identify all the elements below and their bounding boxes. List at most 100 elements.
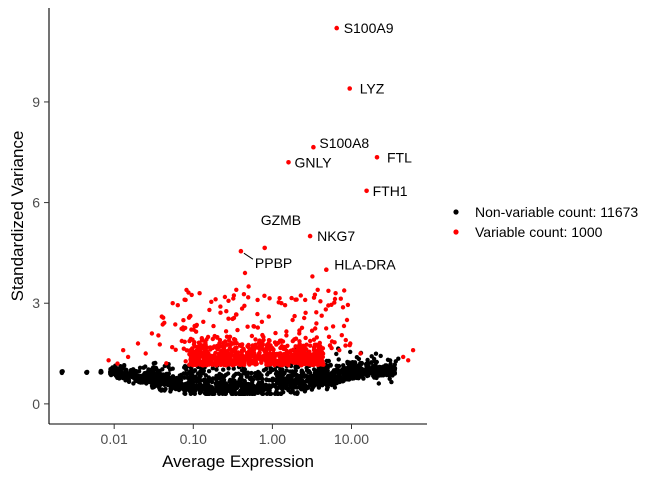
- data-point: [217, 387, 223, 392]
- data-point: [326, 334, 332, 339]
- data-point: [325, 365, 330, 371]
- data-point: [308, 358, 314, 364]
- data-point: [278, 391, 284, 396]
- ticks-layer: 0.01 0.10 1.00 10.00 0 3 6 9: [32, 94, 369, 447]
- data-point: [233, 371, 239, 377]
- data-point: [339, 333, 344, 338]
- data-point: [59, 370, 65, 376]
- data-point: [406, 358, 411, 363]
- data-point: [299, 344, 305, 350]
- data-point: [230, 384, 235, 389]
- data-point: [341, 363, 346, 368]
- data-point: [196, 375, 202, 381]
- data-point: [204, 378, 209, 383]
- gene-label: S100A9: [344, 20, 394, 36]
- data-point: [189, 327, 194, 332]
- data-point: [331, 369, 337, 374]
- data-point: [243, 381, 249, 386]
- labeled-point: [364, 188, 369, 194]
- data-point: [246, 356, 251, 361]
- data-point: [182, 391, 187, 396]
- data-point: [288, 389, 293, 395]
- data-point: [226, 357, 231, 362]
- data-point: [226, 298, 231, 303]
- data-point: [115, 372, 120, 377]
- gene-label: FTL: [387, 149, 412, 165]
- data-point: [275, 377, 280, 382]
- data-point: [251, 349, 256, 354]
- data-point: [162, 388, 167, 393]
- data-point: [283, 359, 288, 364]
- data-point: [280, 367, 285, 372]
- data-point: [163, 374, 168, 379]
- gene-label: S100A8: [319, 135, 369, 151]
- data-point: [209, 388, 214, 393]
- labeled-point: [374, 155, 380, 160]
- labeled-point: [311, 144, 316, 150]
- data-point: [179, 374, 184, 379]
- data-point: [210, 366, 215, 371]
- labeled-point: [307, 233, 313, 239]
- data-point: [171, 384, 176, 389]
- data-point: [231, 374, 236, 379]
- data-point: [151, 371, 157, 376]
- data-point: [336, 357, 341, 362]
- data-point: [368, 360, 374, 365]
- x-tick-label: 0.10: [180, 431, 207, 447]
- data-point: [262, 293, 267, 298]
- data-point: [192, 385, 198, 391]
- data-point: [375, 372, 380, 377]
- data-point: [173, 322, 178, 327]
- data-point: [153, 360, 158, 366]
- data-point: [279, 362, 284, 367]
- data-point: [184, 348, 189, 353]
- data-point: [234, 312, 239, 317]
- data-point: [341, 378, 346, 384]
- data-point: [299, 363, 304, 368]
- data-point: [315, 287, 320, 292]
- data-point: [214, 382, 219, 388]
- data-point: [157, 387, 163, 392]
- data-point: [255, 297, 260, 303]
- data-point: [303, 310, 308, 315]
- data-point: [155, 375, 160, 381]
- data-point: [259, 357, 264, 363]
- gene-label: LYZ: [360, 81, 385, 97]
- data-point: [169, 387, 174, 392]
- label-leader-line: [243, 252, 254, 260]
- data-point: [340, 305, 346, 310]
- data-point: [332, 296, 338, 302]
- gene-label: GZMB: [261, 212, 301, 228]
- data-point: [141, 365, 146, 370]
- data-point: [307, 349, 312, 354]
- data-point: [180, 325, 186, 330]
- data-point: [316, 359, 321, 364]
- data-point: [249, 370, 254, 376]
- data-point: [282, 303, 288, 308]
- data-point: [303, 335, 308, 341]
- data-point: [229, 340, 234, 346]
- data-point: [121, 366, 126, 371]
- y-tick-label: 3: [32, 295, 40, 311]
- data-point: [207, 362, 212, 367]
- data-point: [285, 385, 290, 391]
- data-point: [308, 343, 313, 348]
- data-point: [189, 292, 194, 298]
- gene-label: HLA-DRA: [334, 257, 396, 273]
- data-point: [198, 346, 203, 351]
- data-point: [360, 370, 365, 376]
- data-point: [290, 317, 295, 323]
- data-point: [156, 333, 161, 338]
- data-point: [289, 352, 294, 357]
- data-point: [245, 324, 250, 329]
- data-point: [255, 311, 260, 317]
- data-point: [218, 354, 223, 360]
- y-tick-label: 6: [32, 195, 40, 211]
- data-point: [162, 320, 167, 325]
- data-point: [271, 347, 276, 352]
- data-point: [220, 391, 225, 396]
- data-point: [312, 379, 317, 384]
- data-point: [314, 321, 319, 326]
- data-point: [321, 362, 326, 367]
- data-point: [115, 366, 120, 372]
